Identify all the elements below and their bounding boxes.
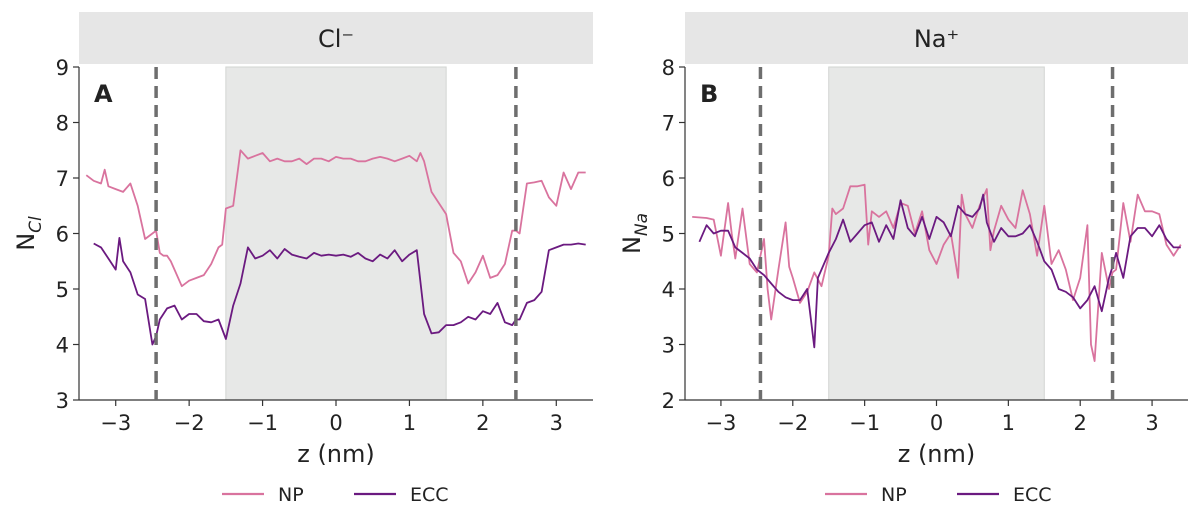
legend-item-ecc: ECC [354, 484, 449, 506]
x-tick-label: 2 [1074, 411, 1087, 435]
x-tick-label: 2 [476, 411, 489, 435]
y-tick-label: 7 [662, 112, 675, 136]
series-line-ecc [698, 193, 1181, 349]
x-axis-label: z (nm) [898, 440, 976, 468]
x-tick-label: −2 [174, 411, 205, 435]
y-tick-label: 9 [56, 56, 69, 80]
y-axis-label: NNa [618, 213, 652, 254]
panel-b: Na⁺ 2 3 4 5 6 7 8 −3 −2 −1 0 1 2 3 z (nm) NNa B NP ECC [618, 12, 1188, 506]
shaded-region [828, 66, 1045, 401]
y-axis-label-main: N [618, 236, 646, 254]
panel-title: Na⁺ [914, 25, 959, 53]
y-axis-label: NCl [12, 216, 46, 251]
y-tick-label: 3 [662, 334, 675, 358]
y-tick-label: 4 [662, 278, 675, 302]
y-axis-label-subscript: Na [632, 213, 652, 236]
x-tick-label: 0 [930, 411, 943, 435]
x-tick-label: 3 [1145, 411, 1158, 435]
y-tick-label: 5 [56, 278, 69, 302]
x-axis-label: z (nm) [297, 440, 375, 468]
y-tick-label: 4 [56, 334, 69, 358]
legend-label: NP [881, 484, 907, 506]
x-tick-label: −1 [247, 411, 278, 435]
y-tick-label: 6 [56, 223, 69, 247]
x-tick-label: 1 [403, 411, 416, 435]
y-tick-label: 2 [662, 389, 675, 413]
x-tick-label: 0 [329, 411, 342, 435]
y-axis-label-subscript: Cl [26, 216, 46, 233]
x-tick-label: 1 [1002, 411, 1015, 435]
shaded-region [225, 66, 447, 401]
panel-title-strip [79, 12, 593, 64]
panel-a: Cl⁻ 3 4 5 6 7 8 9 −3 −2 −1 0 1 2 3 z (nm) NCl A NP ECC [12, 12, 593, 506]
y-axis-label-main: N [12, 233, 40, 251]
x-tick-label: −2 [777, 411, 808, 435]
y-tick-label: 5 [662, 223, 675, 247]
y-tick-label: 6 [662, 167, 675, 191]
series-line-np [85, 149, 586, 288]
y-tick-label: 7 [56, 167, 69, 191]
x-tick-label: −3 [705, 411, 736, 435]
panel-title: Cl⁻ [318, 25, 354, 53]
series-line-ecc [93, 236, 586, 346]
series-line-np [692, 183, 1182, 363]
y-tick-label: 8 [56, 112, 69, 136]
panel-label: B [700, 80, 718, 108]
y-tick-label: 8 [662, 56, 675, 80]
panel-label: A [94, 80, 113, 108]
legend-item-ecc: ECC [957, 484, 1052, 506]
legend-label: NP [278, 484, 304, 506]
x-tick-label: −3 [100, 411, 131, 435]
y-tick-label: 3 [56, 389, 69, 413]
x-tick-label: 3 [550, 411, 563, 435]
panel-title-strip [685, 12, 1188, 64]
legend-item-np: NP [825, 484, 907, 506]
legend-label: ECC [1013, 484, 1052, 506]
legend-label: ECC [410, 484, 449, 506]
legend-item-np: NP [222, 484, 304, 506]
x-tick-label: −1 [849, 411, 880, 435]
